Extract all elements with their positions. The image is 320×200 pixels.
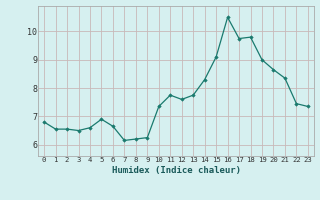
- X-axis label: Humidex (Indice chaleur): Humidex (Indice chaleur): [111, 166, 241, 175]
